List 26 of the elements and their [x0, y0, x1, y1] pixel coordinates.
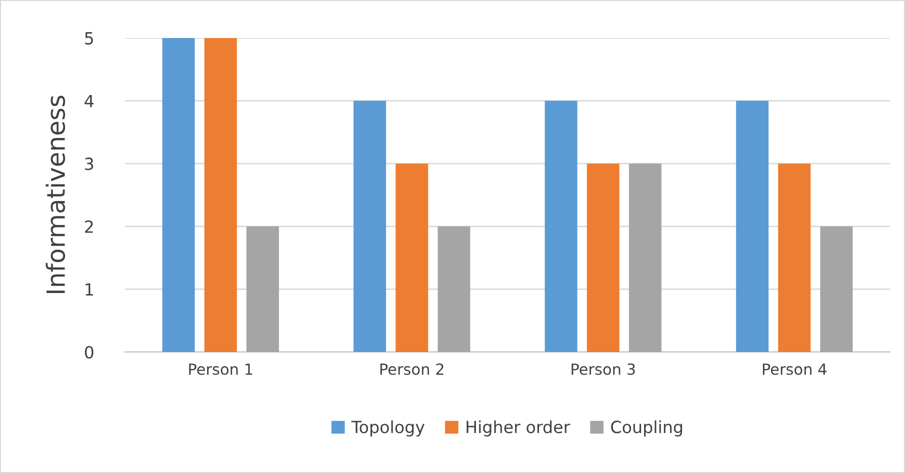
x-tick-label: Person 1 [189, 364, 252, 375]
bar [736, 100, 769, 352]
bar [544, 100, 578, 352]
bar [204, 38, 237, 352]
legend-label: Higher order [466, 420, 570, 437]
bar [396, 164, 428, 352]
y-tick-label: 0 [84, 346, 94, 359]
bar [438, 226, 470, 352]
y-tick-label: 1 [86, 283, 93, 296]
y-tick-label: 2 [85, 220, 93, 233]
bar [778, 164, 811, 352]
x-tick-label: Person 4 [762, 364, 826, 375]
y-tick-label: 4 [84, 94, 94, 108]
bar [162, 38, 195, 352]
x-tick-label: Person 2 [380, 363, 444, 375]
y-axis-title: Informativeness [46, 96, 66, 294]
bar [246, 226, 279, 352]
bar [354, 100, 386, 352]
y-tick-label: 5 [85, 32, 93, 45]
y-tick-label: 3 [85, 158, 94, 170]
x-tick-label: Person 3 [572, 363, 635, 375]
bar [586, 164, 620, 352]
legend-label: Coupling [611, 420, 682, 437]
bar [628, 164, 662, 352]
legend-label: Topology [351, 420, 425, 437]
bar [820, 226, 853, 352]
